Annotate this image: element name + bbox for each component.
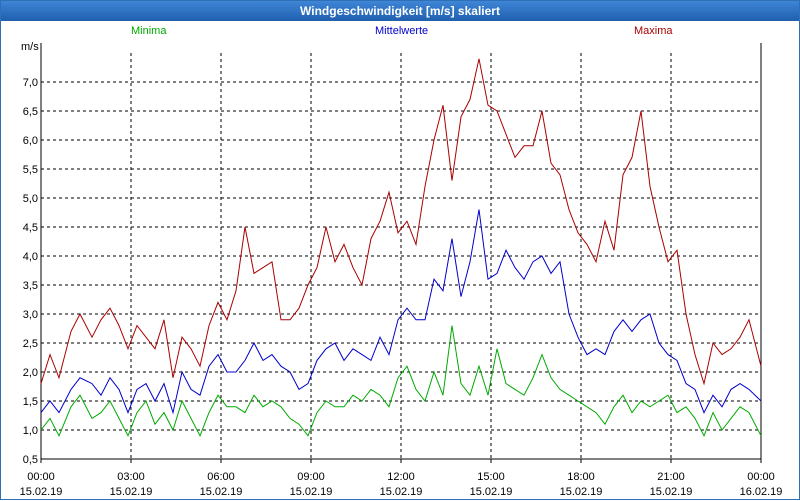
series-lines bbox=[40, 58, 762, 438]
y-tick-label: 3,5 bbox=[23, 280, 38, 292]
y-tick-label: 7,0 bbox=[23, 77, 38, 89]
y-axis-unit: m/s bbox=[21, 41, 39, 53]
y-tick-label: 5,0 bbox=[23, 193, 38, 205]
y-tick-label: 4,0 bbox=[23, 251, 38, 263]
x-tick-date: 15.02.19 bbox=[650, 486, 693, 498]
y-tick-label: 2,0 bbox=[23, 367, 38, 379]
y-tick-label: 6,0 bbox=[23, 135, 38, 147]
legend-maxima: Maxima bbox=[634, 25, 673, 37]
y-tick-label: 2,5 bbox=[23, 338, 38, 350]
x-tick-date: 16.02.19 bbox=[740, 486, 783, 498]
y-tick-label: 5,5 bbox=[23, 164, 38, 176]
series-maxima bbox=[40, 58, 762, 386]
x-tick-time: 09:00 bbox=[297, 471, 325, 483]
x-tick-date: 15.02.19 bbox=[290, 486, 333, 498]
y-tick-label: 0,5 bbox=[23, 454, 38, 466]
y-tick-label: 1,5 bbox=[23, 396, 38, 408]
y-tick-label: 1,0 bbox=[23, 425, 38, 437]
legend-mittelwerte: Mittelwerte bbox=[375, 25, 429, 37]
x-tick-time: 12:00 bbox=[387, 471, 415, 483]
grid bbox=[41, 53, 761, 459]
x-tick-time: 15:00 bbox=[477, 471, 505, 483]
series-minima bbox=[40, 325, 762, 438]
x-tick-date: 15.02.19 bbox=[20, 486, 63, 498]
x-tick-time: 06:00 bbox=[207, 471, 235, 483]
x-tick-time: 00:00 bbox=[27, 471, 55, 483]
y-tick-label: 3,0 bbox=[23, 309, 38, 321]
series-mittelwerte bbox=[40, 209, 762, 415]
y-tick-labels: 0,5 1,0 1,5 2,0 2,5 3,0 3,5 4,0 4,5 5,0 5,5 6,0 6,5 7… bbox=[23, 77, 38, 466]
x-tick-date: 15.02.19 bbox=[560, 486, 603, 498]
x-tick-time: 03:00 bbox=[117, 471, 145, 483]
y-tick-label: 4,5 bbox=[23, 222, 38, 234]
x-tick-date: 15.02.19 bbox=[200, 486, 243, 498]
axes bbox=[40, 43, 762, 463]
x-tick-time: 21:00 bbox=[657, 471, 685, 483]
x-tick-date: 15.02.19 bbox=[470, 486, 513, 498]
x-tick-time: 00:00 bbox=[747, 471, 775, 483]
y-tick-label: 6,5 bbox=[23, 106, 38, 118]
window-title: Windgeschwindigkeit [m/s] skaliert bbox=[1, 1, 799, 21]
x-tick-date: 15.02.19 bbox=[110, 486, 153, 498]
legend-minima: Minima bbox=[131, 25, 167, 37]
x-tick-labels: 00:00 15.02.19 03:00 15.02.19 06:00 15.02.19 0… bbox=[20, 471, 783, 498]
x-tick-time: 18:00 bbox=[567, 471, 595, 483]
x-tick-date: 15.02.19 bbox=[380, 486, 423, 498]
